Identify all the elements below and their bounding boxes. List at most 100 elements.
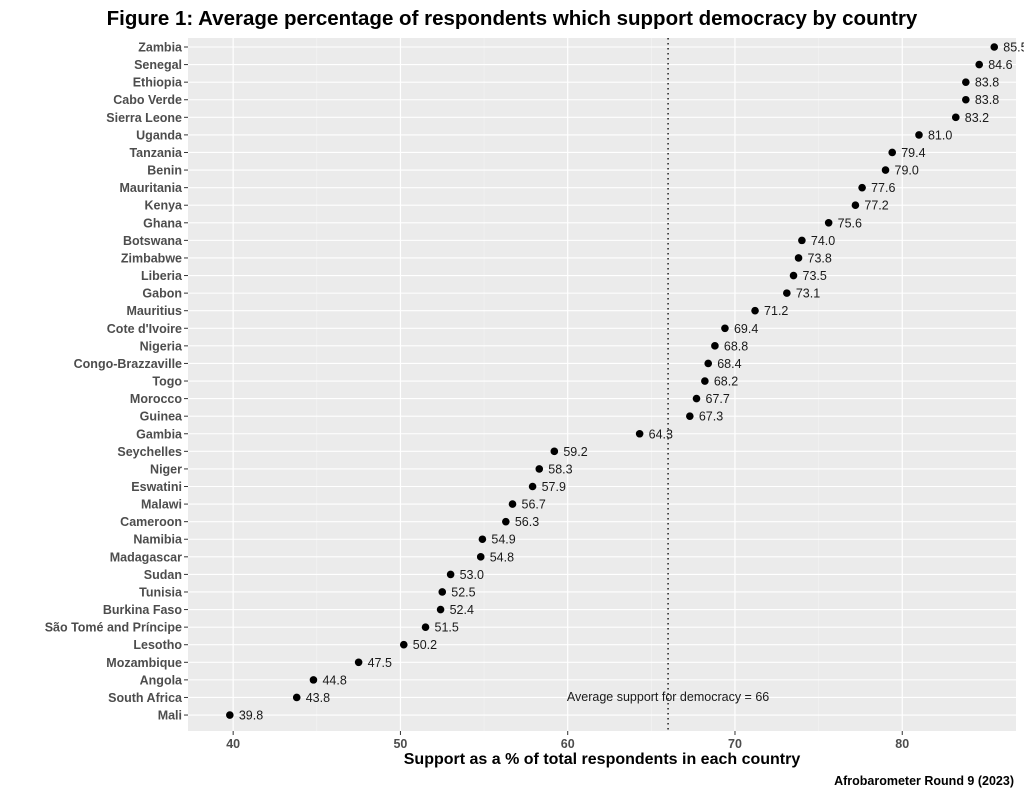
y-tick-label: Botswana [123, 234, 183, 248]
y-axis: Zambia Senegal Ethiopia Cabo Verde Sierra Le… [45, 41, 188, 723]
data-point [881, 166, 890, 174]
y-tick-label: Malawi [141, 498, 182, 512]
data-point [888, 148, 897, 157]
y-tick-label: South Africa [108, 691, 183, 705]
y-tick-label: Ethiopia [133, 76, 183, 90]
data-label: 77.6 [871, 181, 895, 195]
data-point [436, 605, 445, 614]
data-point [476, 553, 485, 561]
y-tick-label: Seychelles [117, 445, 182, 459]
data-label: 68.8 [724, 339, 748, 353]
y-tick-label: Senegal [134, 58, 182, 72]
data-label: 50.2 [413, 638, 437, 652]
data-point [421, 623, 430, 631]
data-label: 47.5 [368, 656, 392, 670]
data-label: 83.8 [975, 93, 999, 107]
data-label: 44.8 [322, 673, 346, 687]
data-label: 79.4 [901, 146, 925, 160]
data-label: 52.5 [451, 585, 475, 599]
x-tick-label: 40 [226, 737, 240, 751]
y-tick-label: Benin [147, 164, 182, 178]
data-point [226, 711, 234, 719]
y-tick-label: Gabon [142, 287, 182, 301]
y-tick-label: Ghana [143, 216, 183, 230]
data-label: 54.9 [491, 533, 515, 547]
data-label: 59.2 [563, 445, 587, 459]
data-point [354, 658, 363, 667]
data-point [692, 394, 701, 403]
data-point [701, 377, 709, 385]
data-point [686, 412, 694, 420]
data-point [309, 676, 318, 684]
data-point [508, 500, 517, 508]
data-point [824, 219, 833, 227]
data-label: 73.8 [808, 251, 832, 265]
reference-line-group: Average support for democracy = 66 [567, 38, 769, 731]
y-tick-label: Lesotho [133, 638, 182, 652]
data-label: 56.3 [515, 515, 539, 529]
y-tick-label: Burkina Faso [103, 603, 183, 617]
y-tick-label: Niger [150, 462, 182, 476]
y-tick-label: Mauritania [119, 181, 183, 195]
data-point [502, 517, 510, 526]
y-tick-label: Mauritius [126, 304, 182, 318]
data-point [951, 113, 960, 122]
data-label: 43.8 [306, 691, 330, 705]
data-label: 57.9 [542, 480, 566, 494]
y-tick-label: Eswatini [131, 480, 182, 494]
y-tick-label: São Tomé and Príncipe [45, 621, 182, 635]
y-tick-label: Nigeria [140, 339, 183, 353]
y-tick-label: Cote d'Ivoire [107, 322, 182, 336]
y-tick-label: Uganda [136, 128, 183, 142]
data-point [635, 429, 644, 438]
data-point [858, 183, 866, 192]
data-label: 68.4 [717, 357, 741, 371]
plot-panel [188, 38, 1016, 731]
data-point [783, 289, 791, 297]
data-point [550, 447, 559, 456]
data-label: 68.2 [714, 375, 738, 389]
x-axis: 40 50 60 70 80 [226, 731, 909, 751]
data-point [528, 482, 537, 491]
y-tick-label: Mozambique [106, 656, 182, 670]
y-tick-label: Liberia [141, 269, 183, 283]
chart-caption: Afrobarometer Round 9 (2023) [834, 774, 1014, 788]
y-tick-label: Angola [140, 673, 183, 687]
y-tick-label: Morocco [130, 392, 182, 406]
x-tick-label: 70 [728, 737, 742, 751]
data-point [962, 95, 970, 104]
data-point [798, 236, 806, 245]
data-point [915, 131, 923, 139]
y-tick-label: Tunisia [139, 585, 183, 599]
y-tick-label: Zambia [138, 41, 183, 55]
data-label: 75.6 [838, 216, 862, 230]
y-tick-label: Gambia [136, 427, 183, 441]
y-tick-label: Mali [158, 709, 182, 723]
data-point [851, 201, 860, 210]
data-label: 53.0 [460, 568, 484, 582]
data-point [478, 535, 487, 544]
data-label: 54.8 [490, 550, 514, 564]
data-point [975, 60, 983, 69]
data-labels: 85.5 84.6 83.8 83.8 83.2 81.079.4 79.077.6 77.2… [239, 41, 1024, 723]
data-label: 77.2 [864, 199, 888, 213]
data-label: 74.0 [811, 234, 835, 248]
y-tick-label: Congo-Brazzaville [74, 357, 182, 371]
grid-lines [188, 38, 1016, 731]
data-label: 67.7 [706, 392, 730, 406]
y-tick-label: Togo [152, 375, 182, 389]
y-tick-label: Namibia [133, 533, 183, 547]
data-label: 64.3 [649, 427, 673, 441]
data-label: 73.5 [803, 269, 827, 283]
data-label: 81.0 [928, 128, 952, 142]
data-point [990, 43, 999, 51]
reference-line-label: Average support for democracy = 66 [567, 690, 769, 704]
data-points [226, 43, 999, 719]
data-point [399, 640, 408, 649]
data-label: 71.2 [764, 304, 788, 318]
y-tick-label: Zimbabwe [121, 251, 182, 265]
y-tick-label: Sierra Leone [106, 111, 182, 125]
data-point [704, 359, 713, 368]
y-tick-label: Tanzania [129, 146, 183, 160]
